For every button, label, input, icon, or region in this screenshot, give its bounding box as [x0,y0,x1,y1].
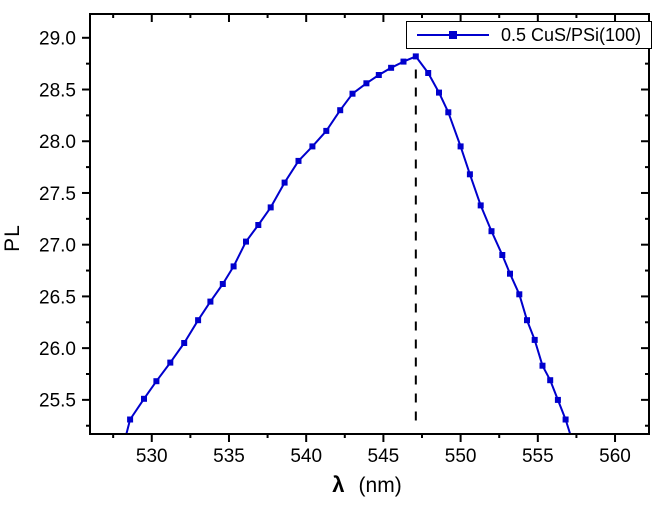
data-point-marker [569,436,575,442]
series-0 [121,53,575,446]
legend-line-marker-icon [417,31,489,39]
data-point-marker [195,317,202,324]
data-point-marker [255,222,262,228]
data-point-marker [295,157,302,164]
data-point-marker [445,109,452,116]
data-point-marker [243,238,249,245]
x-axis-unit: (nm) [358,474,402,497]
data-point-marker [547,377,554,384]
data-point-marker [375,72,382,78]
data-point-marker [207,298,214,305]
data-point-marker [121,440,127,446]
data-point-marker [230,263,237,270]
data-point-marker [323,127,330,134]
data-point-marker [141,395,147,402]
data-point-marker [400,58,407,65]
data-point-marker [337,107,344,114]
data-point-marker [531,336,538,343]
data-point-marker [425,70,432,76]
data-point-marker [477,202,484,209]
data-point-marker [516,291,523,298]
y-tick-label: 25.5 [39,391,76,412]
x-axis-title: λ (nm) [262,472,472,498]
data-point-marker [127,416,134,423]
y-tick-label: 29.0 [39,29,76,50]
data-point-marker [524,317,530,324]
data-point-marker [153,378,160,385]
y-tick-label: 27.0 [39,236,76,257]
legend-entry-label: 0.5 CuS/PSi(100) [501,24,642,45]
data-point-marker [219,281,226,287]
y-tick-label: 26.0 [39,339,76,360]
data-point-marker [436,89,442,96]
data-point-marker [267,204,274,211]
y-tick-label: 27.5 [39,184,76,205]
x-tick-label: 530 [136,446,168,467]
data-point-marker [309,143,316,150]
data-point-marker [488,228,495,235]
legend[interactable]: 0.5 CuS/PSi(100) [406,21,652,49]
data-point-marker [167,359,174,366]
x-tick-label: 550 [445,446,477,467]
data-point-marker [363,80,370,87]
y-tick-label: 28.0 [39,132,76,153]
data-point-marker [181,340,188,346]
series-line [125,55,572,434]
data-point-marker [388,64,395,71]
data-point-marker [507,270,513,277]
x-axis-lambda-symbol: λ [332,472,345,497]
data-point-marker [539,362,546,369]
x-tick-label: 535 [213,446,245,467]
data-point-marker [554,396,561,403]
data-point-marker [499,252,506,258]
x-tick-label: 540 [290,446,322,467]
x-tick-label: 555 [522,446,554,467]
y-tick-label: 26.5 [39,287,76,308]
data-point-marker [281,179,288,186]
data-point-marker [412,53,419,60]
y-tick-label: 28.5 [39,80,76,101]
axes-frame [89,13,650,435]
data-point-marker [562,416,569,423]
x-tick-label: 560 [599,446,631,467]
y-axis-title: PL [1,224,24,252]
data-point-marker [457,143,464,150]
data-point-marker [466,171,473,178]
x-tick-label: 545 [368,446,400,467]
data-point-marker [349,90,356,97]
